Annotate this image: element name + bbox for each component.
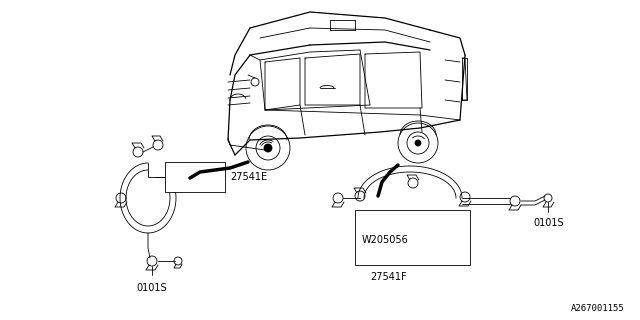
- Bar: [355, 210, 470, 265]
- Bar: [165, 162, 225, 192]
- Text: W205056: W205056: [362, 235, 409, 245]
- Text: 27541F: 27541F: [370, 272, 406, 282]
- Text: 27541E: 27541E: [230, 172, 267, 182]
- Text: 0101S: 0101S: [533, 218, 564, 228]
- Text: 0101S: 0101S: [136, 283, 166, 293]
- Circle shape: [415, 140, 421, 146]
- Circle shape: [264, 144, 272, 152]
- Text: A267001155: A267001155: [572, 304, 625, 313]
